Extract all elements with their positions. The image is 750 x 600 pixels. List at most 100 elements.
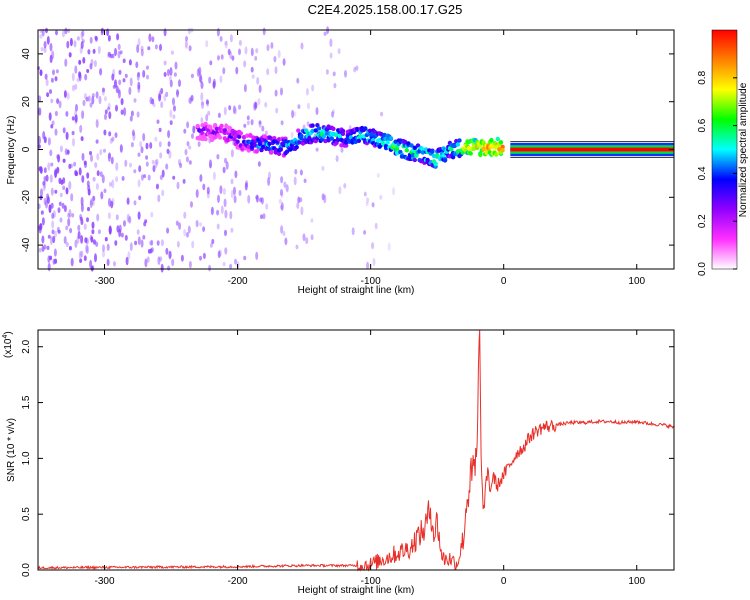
noise-blob	[186, 232, 189, 238]
noise-blob	[54, 110, 58, 117]
noise-blob	[199, 222, 203, 227]
noise-blob	[291, 109, 295, 119]
noise-blob	[99, 68, 103, 76]
noise-blob	[220, 54, 224, 60]
noise-blob	[224, 40, 228, 46]
noise-blob	[55, 30, 58, 36]
chart-title: C2E4.2025.158.00.17.G25	[308, 2, 463, 17]
noise-blob	[126, 197, 130, 205]
noise-blob	[280, 204, 283, 210]
noise-blob	[146, 65, 149, 70]
noise-blob	[54, 189, 58, 194]
noise-blob	[65, 111, 69, 117]
snr-multiplier: (x104)	[2, 331, 14, 358]
noise-blob	[255, 251, 259, 260]
noise-blob	[163, 94, 167, 102]
noise-blob	[172, 114, 176, 119]
noise-blob	[74, 118, 78, 125]
noise-blob	[365, 201, 369, 207]
noise-blob	[108, 152, 112, 160]
noise-blob	[114, 240, 118, 246]
noise-blob	[247, 194, 251, 204]
signal-blob	[316, 126, 322, 131]
noise-blob	[195, 189, 199, 198]
noise-blob	[234, 170, 238, 179]
noise-blob	[137, 71, 141, 78]
noise-blob	[94, 253, 97, 263]
noise-blob	[47, 262, 51, 272]
signal-blob	[494, 152, 499, 157]
noise-blob	[254, 56, 258, 61]
noise-blob	[222, 166, 226, 174]
noise-blob	[332, 71, 336, 77]
noise-blob	[54, 258, 58, 264]
noise-blob	[54, 230, 57, 238]
noise-blob	[49, 255, 53, 261]
noise-blob	[99, 171, 103, 178]
noise-blob	[59, 145, 63, 153]
signal-blob	[450, 155, 456, 160]
noise-blob	[102, 250, 105, 258]
noise-blob	[246, 120, 250, 126]
x-tick-label: -100	[361, 576, 381, 587]
noise-blob	[107, 212, 111, 220]
noise-blob	[165, 247, 169, 255]
noise-blob	[67, 212, 71, 218]
noise-blob	[140, 45, 144, 52]
noise-blob	[262, 27, 266, 36]
noise-blob	[115, 162, 119, 171]
signal-blob	[278, 147, 283, 152]
signal-blob	[219, 123, 224, 129]
noise-blob	[205, 114, 209, 122]
noise-blob	[188, 145, 192, 150]
noise-blob	[120, 98, 124, 106]
signal-blob	[251, 135, 256, 140]
noise-blob	[273, 56, 277, 63]
signal-blob	[441, 153, 446, 158]
noise-blob	[219, 75, 223, 83]
noise-blob	[202, 226, 206, 232]
noise-blob	[115, 85, 119, 94]
colorbar-tick-label: 0.6	[697, 118, 708, 132]
noise-blob	[238, 48, 241, 56]
noise-blob	[163, 72, 167, 77]
noise-blob	[200, 101, 204, 106]
noise-blob	[95, 241, 99, 247]
noise-blob	[122, 78, 126, 83]
noise-blob	[191, 240, 195, 249]
noise-blob	[145, 155, 149, 160]
noise-blob	[56, 167, 60, 172]
noise-blob	[54, 128, 58, 136]
noise-blob	[78, 251, 82, 260]
noise-blob	[50, 124, 54, 129]
noise-blob	[37, 135, 41, 145]
noise-blob	[74, 83, 78, 90]
spectrogram-y-label: Frequency (Hz)	[6, 116, 17, 185]
noise-blob	[41, 235, 45, 244]
noise-blob	[80, 203, 84, 213]
noise-blob	[167, 265, 171, 271]
noise-blob	[52, 69, 55, 76]
noise-blob	[169, 79, 173, 88]
noise-blob	[75, 171, 79, 177]
noise-blob	[150, 211, 154, 218]
snr-x-label: Height of straight line (km)	[298, 585, 415, 596]
noise-blob	[48, 112, 52, 121]
noise-blob	[50, 187, 54, 196]
noise-blob	[169, 75, 172, 82]
noise-blob	[110, 200, 114, 209]
noise-blob	[224, 247, 228, 255]
signal-blob	[406, 141, 411, 146]
noise-blob	[47, 234, 51, 239]
noise-blob	[243, 60, 247, 68]
noise-blob	[275, 107, 279, 114]
noise-blob	[86, 180, 90, 187]
noise-blob	[189, 96, 193, 104]
y-tick-label: -20	[21, 190, 32, 205]
x-tick-label: -100	[361, 276, 381, 287]
noise-blob	[49, 54, 53, 64]
noise-blob	[65, 241, 69, 248]
noise-blob	[332, 108, 335, 115]
noise-blob	[170, 50, 174, 55]
x-tick-label: 0	[501, 576, 507, 587]
